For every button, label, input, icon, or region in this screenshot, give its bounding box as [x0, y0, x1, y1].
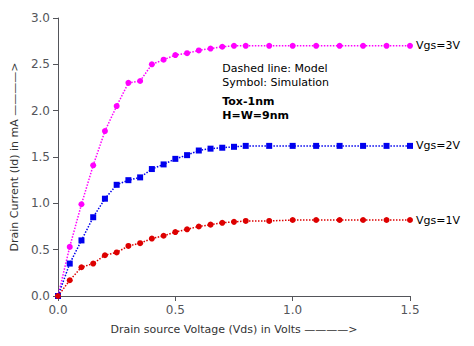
- svg-text:Tox-1nm: Tox-1nm: [222, 95, 274, 108]
- svg-text:0.0: 0.0: [31, 289, 50, 303]
- svg-text:Drain source Voltage (Vds) in: Drain source Voltage (Vds) in Volts ————…: [110, 323, 357, 336]
- svg-text:Vgs=1V: Vgs=1V: [416, 214, 460, 227]
- svg-text:2.0: 2.0: [31, 104, 50, 118]
- svg-text:0.5: 0.5: [166, 303, 185, 317]
- svg-text:Dashed line: Model: Dashed line: Model: [222, 62, 327, 75]
- svg-text:1.5: 1.5: [31, 150, 50, 164]
- svg-text:2.5: 2.5: [31, 57, 50, 71]
- svg-text:1.5: 1.5: [400, 303, 419, 317]
- svg-text:3.0: 3.0: [31, 11, 50, 25]
- svg-text:Vgs=2V: Vgs=2V: [416, 139, 460, 152]
- svg-text:1.0: 1.0: [283, 303, 302, 317]
- svg-text:Symbol: Simulation: Symbol: Simulation: [222, 76, 329, 89]
- svg-text:0.0: 0.0: [48, 303, 67, 317]
- svg-text:H=W=9nm: H=W=9nm: [222, 109, 289, 122]
- svg-text:Vgs=3V: Vgs=3V: [416, 39, 460, 52]
- svg-text:0.5: 0.5: [31, 243, 50, 257]
- svg-text:Drain Current (Id) in mA ————>: Drain Current (Id) in mA ————>: [8, 63, 21, 252]
- svg-text:1.0: 1.0: [31, 196, 50, 210]
